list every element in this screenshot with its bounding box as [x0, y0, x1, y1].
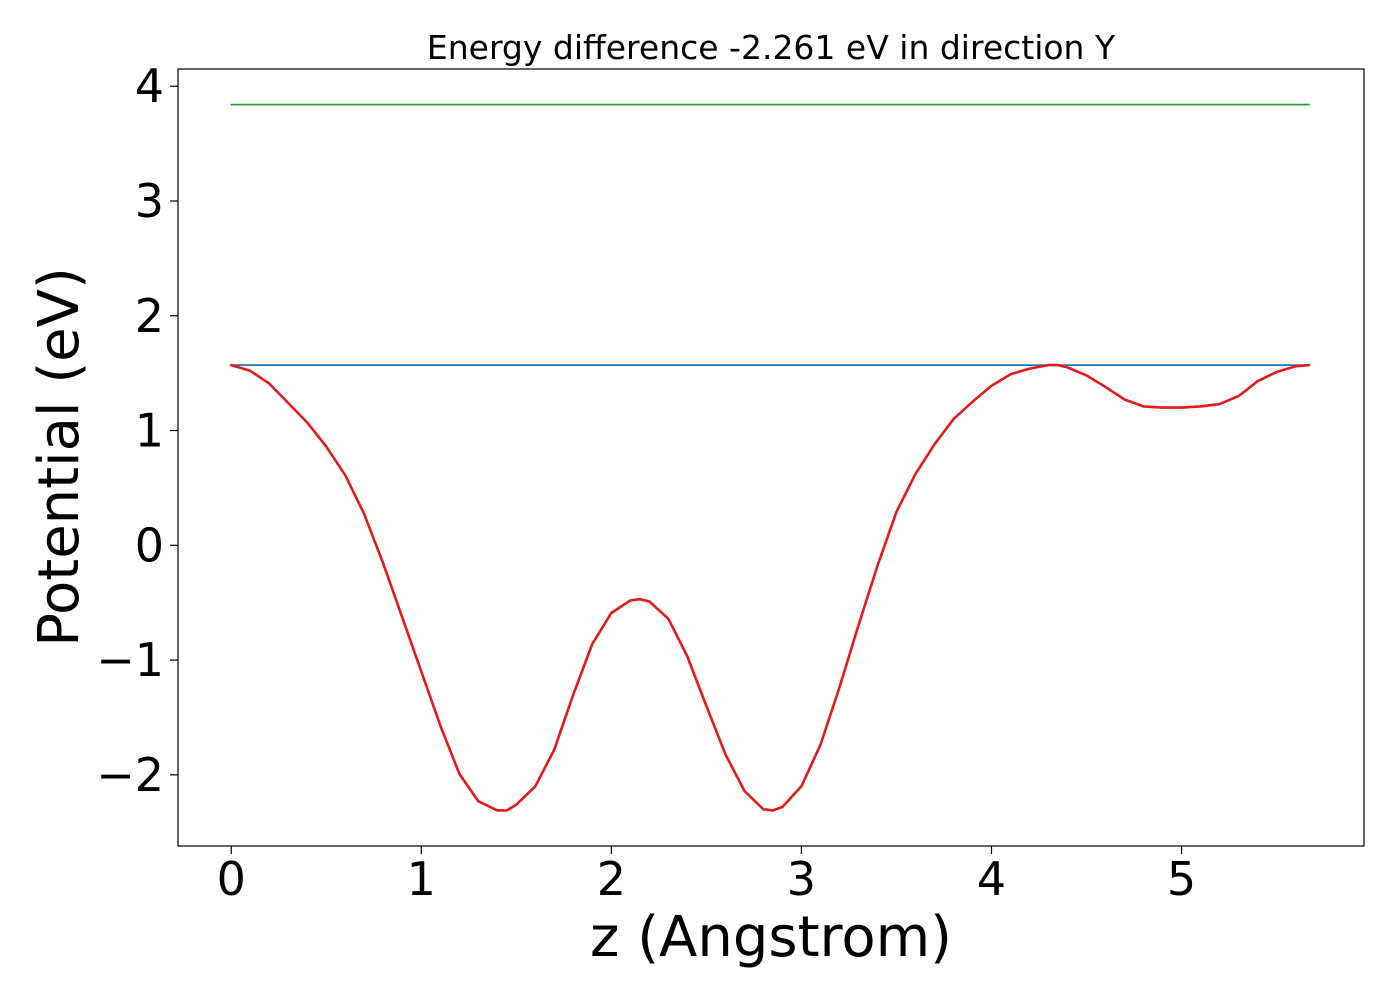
- y-axis-label: Potential (eV): [27, 267, 92, 647]
- x-tick-label: 4: [977, 852, 1006, 906]
- y-tick-label: −1: [96, 633, 164, 687]
- y-tick-label: 3: [135, 174, 164, 228]
- series-line-3: [229, 363, 1311, 812]
- x-tick-label: 1: [407, 852, 436, 906]
- x-axis-ticks: 0 1 2 3 4 5: [217, 846, 1196, 906]
- y-axis-ticks: −2 −1 0 1 2 3 4: [96, 59, 178, 802]
- y-tick-label: 2: [135, 289, 164, 343]
- y-tick-label: −2: [96, 748, 164, 802]
- x-axis-label: z (Angstrom): [590, 905, 952, 970]
- x-tick-label: 2: [597, 852, 626, 906]
- plot-frame: [177, 68, 1365, 847]
- x-tick-label: 0: [217, 852, 246, 906]
- x-tick-label: 3: [787, 852, 816, 906]
- series-layer: [229, 103, 1311, 812]
- plot-area: [177, 68, 1365, 847]
- x-tick-label: 5: [1167, 852, 1196, 906]
- y-tick-label: 1: [135, 404, 164, 458]
- y-tick-label: 0: [135, 518, 164, 572]
- y-tick-label: 4: [135, 59, 164, 113]
- chart-title: Energy difference -2.261 eV in direction…: [427, 28, 1116, 67]
